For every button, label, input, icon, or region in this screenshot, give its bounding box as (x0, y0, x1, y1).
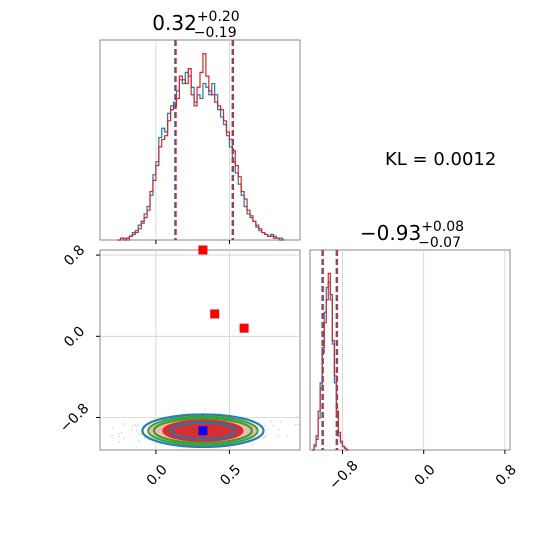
sample-point (294, 423, 297, 426)
sample-point (279, 421, 282, 423)
sample-point (286, 435, 289, 438)
joint-x-tick-label: 0.0 (144, 462, 171, 489)
sample-point (266, 428, 269, 430)
contour-level (152, 417, 254, 444)
sample-point (140, 432, 142, 435)
marginal-x-title: 0.32+0.20 −0.19 (152, 9, 239, 41)
marginal-x-hist-red (117, 53, 283, 241)
sample-point (272, 425, 275, 427)
sample-point (137, 423, 140, 425)
marginal-y-hist-blue (312, 281, 349, 451)
sample-point (269, 420, 272, 422)
contour-level (169, 421, 237, 440)
sample-point (136, 425, 139, 427)
marginal-x-panel: 0.32+0.20 −0.19 (99, 9, 301, 244)
sample-point (277, 435, 280, 437)
sample-point (153, 417, 155, 419)
marginal-y-hist-red (312, 272, 349, 451)
red-square-marker (239, 323, 249, 333)
sample-point (298, 436, 301, 438)
red-square-marker (198, 245, 208, 255)
sample-point (131, 425, 134, 427)
sample-point (123, 423, 126, 425)
joint-y-tick-label: −0.8 (57, 401, 92, 436)
sample-point (111, 434, 113, 437)
red-square-marker (210, 309, 220, 319)
sample-point (263, 436, 266, 438)
kl-annotation: KL = 0.0012 (385, 149, 496, 170)
sample-point (111, 426, 114, 429)
sample-point (118, 432, 120, 435)
marginal-y-frame (309, 249, 511, 451)
joint-x-tick-label: 0.5 (217, 462, 244, 489)
marginal-y-tick-label: 0.0 (412, 462, 439, 489)
sample-point (130, 429, 133, 431)
sample-point (117, 435, 120, 438)
sample-point (120, 431, 123, 434)
marginal-x-frame (99, 39, 301, 241)
sample-point (123, 437, 125, 440)
sample-point (138, 439, 140, 442)
joint-y-tick-label: 0.0 (61, 323, 88, 350)
sample-point (203, 408, 206, 411)
sample-point (136, 429, 138, 432)
marginal-y-tick-label: −0.8 (326, 458, 361, 493)
sample-point (159, 443, 161, 445)
sample-point (277, 428, 279, 431)
marginal-y-title: −0.93+0.08 −0.07 (360, 219, 464, 251)
joint-y-tick-label: 0.8 (61, 242, 88, 269)
sample-point (147, 439, 150, 441)
sample-point (296, 416, 298, 418)
marginal-y-panel: −0.93+0.08 −0.07 −0.8 0.0 0.8 (309, 219, 520, 493)
contour-level (141, 413, 265, 449)
marginal-x-hist-blue (117, 71, 286, 241)
joint-panel: 0.0 0.5 −0.8 0.0 0.8 (57, 242, 301, 489)
sample-point (134, 424, 137, 426)
sample-point (251, 443, 254, 446)
sample-point (143, 437, 146, 439)
sample-point (118, 441, 121, 443)
sample-point (262, 436, 265, 439)
sample-point (297, 423, 300, 426)
sample-point (265, 435, 267, 437)
sample-point (264, 424, 267, 427)
blue-square-marker (198, 426, 208, 436)
sample-point (138, 433, 140, 435)
marginal-y-tick-label: 0.8 (493, 462, 520, 489)
